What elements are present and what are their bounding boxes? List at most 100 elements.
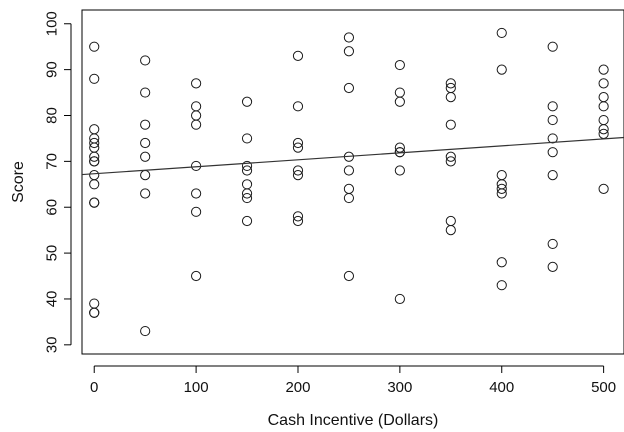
data-point: [191, 119, 202, 130]
data-point: [394, 59, 405, 71]
data-point: [241, 165, 253, 176]
data-point: [445, 78, 456, 89]
x-tick-label: 200: [285, 379, 310, 396]
data-point: [496, 280, 507, 291]
data-point: [140, 87, 151, 98]
data-point: [89, 156, 100, 167]
y-tick-label: 60: [44, 199, 61, 216]
data-point: [445, 151, 456, 162]
data-point: [191, 188, 202, 199]
data-point: [496, 257, 507, 268]
x-tick-label: 0: [90, 379, 98, 396]
data-point: [140, 119, 151, 130]
data-point: [394, 142, 405, 153]
data-point: [292, 142, 304, 153]
data-point: [394, 293, 405, 305]
data-point: [89, 307, 100, 318]
data-point: [89, 151, 100, 162]
data-point: [191, 270, 202, 282]
data-point: [140, 170, 151, 181]
data-point: [191, 78, 202, 89]
data-point: [598, 101, 609, 112]
data-point: [292, 101, 304, 112]
data-point: [241, 188, 253, 199]
data-point: [292, 137, 304, 149]
data-point: [343, 192, 355, 204]
data-point: [394, 87, 405, 98]
data-point: [343, 82, 355, 94]
data-point: [292, 211, 304, 222]
data-point: [445, 156, 456, 167]
data-point: [89, 137, 100, 149]
regression-line: [81, 136, 624, 176]
data-point: [547, 101, 558, 112]
data-point: [598, 183, 609, 194]
data-point: [140, 188, 151, 199]
y-tick-label: 30: [44, 336, 61, 353]
data-point: [241, 179, 253, 190]
data-point: [292, 215, 304, 227]
data-point: [547, 238, 558, 250]
y-tick-label: 100: [44, 11, 61, 36]
data-point: [140, 55, 151, 66]
data-point: [496, 170, 507, 181]
data-point: [496, 64, 507, 75]
data-point: [496, 188, 507, 199]
data-point: [241, 160, 253, 172]
data-point: [140, 325, 151, 337]
x-tick-label: 300: [387, 379, 412, 396]
data-point: [89, 73, 100, 84]
data-point: [191, 101, 202, 112]
y-tick-label: 70: [44, 153, 61, 170]
data-point: [496, 27, 507, 39]
data-point: [89, 124, 100, 135]
data-point: [343, 183, 355, 194]
data-point: [394, 96, 405, 107]
data-point: [89, 298, 100, 309]
data-point: [292, 165, 304, 176]
y-tick-label: 90: [44, 61, 61, 78]
data-point: [89, 197, 100, 208]
data-point: [241, 192, 253, 204]
data-point: [343, 165, 355, 176]
data-point: [547, 147, 558, 158]
y-tick-label: 40: [44, 291, 61, 308]
data-point: [598, 64, 609, 75]
data-point: [241, 133, 253, 144]
data-point: [292, 170, 304, 181]
data-point: [547, 114, 558, 126]
data-point: [89, 170, 100, 181]
data-point: [343, 32, 355, 43]
data-point: [598, 78, 609, 89]
data-points: [89, 27, 609, 337]
data-point: [89, 41, 100, 52]
data-point: [547, 261, 558, 272]
data-point: [547, 170, 558, 181]
data-point: [445, 92, 456, 103]
data-point: [343, 46, 355, 57]
data-point: [140, 137, 151, 149]
x-axis: 0 100 200 300 400 500: [90, 365, 616, 396]
data-point: [445, 225, 456, 236]
data-point: [241, 96, 253, 107]
data-point: [191, 160, 202, 172]
data-point: [140, 151, 151, 162]
data-point: [343, 270, 355, 282]
y-tick-label: 80: [44, 107, 61, 124]
data-point: [89, 179, 100, 190]
data-point: [496, 183, 507, 194]
x-tick-label: 400: [489, 379, 514, 396]
data-point: [547, 41, 558, 52]
data-point: [191, 206, 202, 217]
data-point: [598, 92, 609, 103]
data-point: [445, 119, 456, 130]
plot-frame: [81, 9, 624, 355]
data-point: [445, 215, 456, 227]
data-point: [191, 110, 202, 121]
data-point: [598, 114, 609, 126]
x-axis-title: Cash Incentive (Dollars): [268, 412, 439, 429]
data-point: [547, 133, 558, 144]
data-point: [241, 215, 253, 227]
x-tick-label: 100: [184, 379, 209, 396]
